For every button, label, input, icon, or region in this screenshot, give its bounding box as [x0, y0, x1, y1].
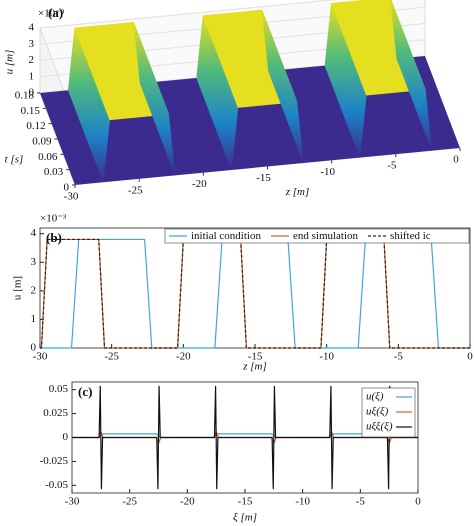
z-tick-label: 4 [29, 22, 35, 34]
legend-label: initial condition [191, 230, 261, 242]
y-tick-label: 0.05 [49, 383, 69, 395]
x-tick-label: -10 [295, 496, 310, 508]
x-tick-label: -5 [356, 496, 366, 508]
z-tick-label: 3 [29, 38, 35, 50]
z-grid-line [39, 0, 337, 29]
legend-label: uξ(ξ) [366, 406, 389, 418]
z-scale-label: ×10⁻³ [38, 8, 65, 20]
x-tick-label: 0 [415, 496, 421, 508]
plot-area [39, 227, 471, 349]
y-axis-label: t [s] [5, 154, 24, 166]
legend-box [164, 228, 470, 244]
y-tick-label: 0.03 [44, 166, 64, 178]
x-tick-label: -15 [248, 351, 263, 363]
y-tick-label: 2 [31, 284, 37, 296]
y-tick-label: 0.18 [15, 90, 35, 102]
surface-face [133, 22, 176, 176]
panel-label: (a) [48, 5, 63, 20]
x-tick-label: 0 [467, 351, 473, 363]
y-tick-label: 0.15 [21, 105, 41, 117]
x-tick-label: -20 [192, 178, 207, 190]
y-tick-label: 1 [31, 313, 37, 325]
series-line [72, 385, 418, 490]
y-tick-label: 3 [31, 256, 37, 268]
y-scale-label: ×10⁻³ [40, 213, 67, 225]
x-tick-label: -25 [122, 496, 137, 508]
y-tick-label: 0.06 [38, 151, 58, 163]
z-tick-label: 1 [29, 70, 35, 82]
x-tick-label: -25 [104, 351, 119, 363]
y-axis-label: u [m] [12, 276, 24, 300]
x-tick-label: -20 [176, 351, 191, 363]
legend-label: end simulation [293, 230, 359, 242]
y-tick-label: 0 [64, 182, 70, 194]
x-tick-label: -30 [33, 351, 48, 363]
surface-face [390, 0, 433, 151]
legend-label: uξξ(ξ) [366, 421, 393, 433]
y-tick-label: 4 [31, 227, 37, 239]
y-tick-label: 0.025 [43, 407, 68, 419]
x-tick-label: -30 [65, 496, 80, 508]
legend-label: u(ξ) [366, 391, 384, 403]
panel-label: (c) [78, 384, 92, 399]
y-tick-label: -0.025 [40, 455, 69, 467]
z-tick-label: 0 [29, 87, 35, 99]
x-tick-label: -20 [180, 496, 195, 508]
y-tick-label: 0 [31, 342, 37, 354]
z-axis-label: u [m] [4, 50, 16, 75]
x-tick-label: -5 [387, 160, 397, 172]
y-tick-label: 0.09 [32, 136, 52, 148]
x-axis-label: z [m] [285, 186, 310, 198]
panel-label: (b) [46, 230, 62, 245]
z-tick-label: 2 [29, 54, 35, 66]
x-axis-label: z [m] [242, 361, 267, 373]
x-axis-label: ξ [m] [233, 512, 257, 524]
x-tick-label: -5 [394, 351, 404, 363]
surface-face [261, 9, 304, 164]
x-tick-label: 0 [453, 154, 459, 166]
x-tick-label: -30 [64, 191, 79, 203]
y-tick-label: 0 [63, 431, 69, 443]
x-tick-label: -10 [319, 351, 334, 363]
y-tick-label: 0.12 [26, 120, 45, 132]
x-tick-label: -10 [320, 166, 335, 178]
x-tick-label: -15 [238, 496, 253, 508]
legend-label: shifted ic [390, 230, 431, 242]
x-tick-label: -15 [256, 172, 271, 184]
y-tick-label: -0.05 [45, 479, 68, 491]
x-tick-label: -25 [128, 184, 143, 196]
